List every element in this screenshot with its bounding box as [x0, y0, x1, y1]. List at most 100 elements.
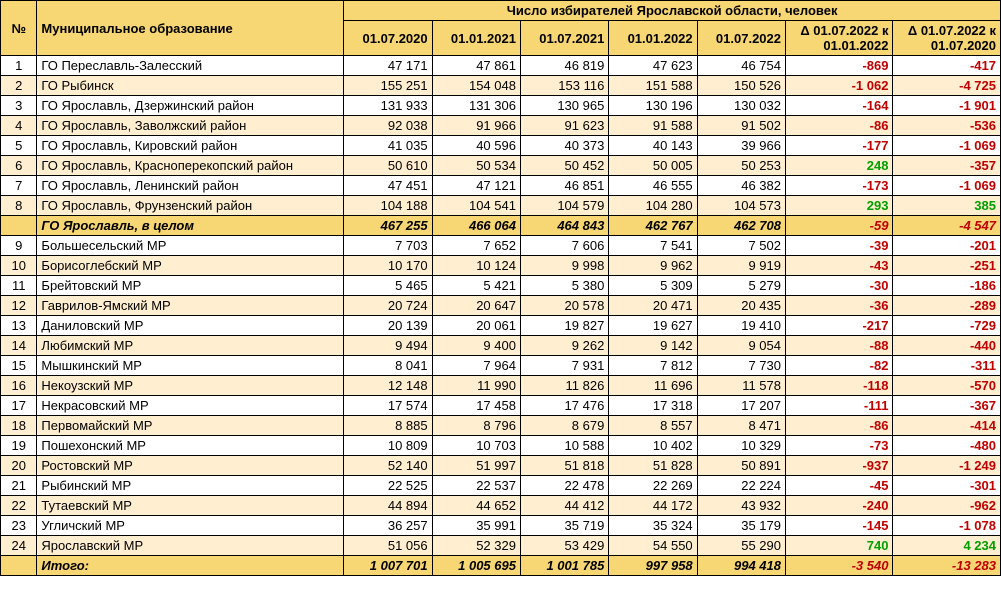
row-value: 47 171	[344, 56, 432, 76]
row-value: 51 056	[344, 536, 432, 556]
row-delta: -59	[786, 216, 893, 236]
row-delta: -240	[786, 496, 893, 516]
header-date-2: 01.07.2021	[520, 21, 608, 56]
row-name: Некрасовский МР	[37, 396, 344, 416]
row-delta: -1 249	[893, 456, 1001, 476]
row-value: 8 796	[432, 416, 520, 436]
row-value: 20 647	[432, 296, 520, 316]
row-value: 46 555	[609, 176, 697, 196]
row-value: 47 623	[609, 56, 697, 76]
row-delta: -937	[786, 456, 893, 476]
row-value: 7 730	[697, 356, 785, 376]
row-value: 7 652	[432, 236, 520, 256]
row-value: 35 991	[432, 516, 520, 536]
row-value: 9 998	[520, 256, 608, 276]
row-delta: -36	[786, 296, 893, 316]
row-num: 6	[1, 156, 37, 176]
row-delta: -13 283	[893, 556, 1001, 576]
row-value: 47 121	[432, 176, 520, 196]
row-name: Брейтовский МР	[37, 276, 344, 296]
row-value: 50 452	[520, 156, 608, 176]
row-value: 10 809	[344, 436, 432, 456]
row-value: 9 054	[697, 336, 785, 356]
row-num: 11	[1, 276, 37, 296]
row-delta: -177	[786, 136, 893, 156]
row-delta: -869	[786, 56, 893, 76]
row-num: 2	[1, 76, 37, 96]
row-name: Итого:	[37, 556, 344, 576]
row-value: 22 537	[432, 476, 520, 496]
row-value: 9 494	[344, 336, 432, 356]
row-num: 18	[1, 416, 37, 436]
row-num: 3	[1, 96, 37, 116]
row-value: 11 826	[520, 376, 608, 396]
row-value: 10 170	[344, 256, 432, 276]
row-value: 55 290	[697, 536, 785, 556]
table-row: 10Борисоглебский МР10 17010 1249 9989 96…	[1, 256, 1001, 276]
row-num: 16	[1, 376, 37, 396]
row-value: 50 005	[609, 156, 697, 176]
row-value: 17 574	[344, 396, 432, 416]
header-date-0: 01.07.2020	[344, 21, 432, 56]
row-value: 22 269	[609, 476, 697, 496]
row-name: Большесельский МР	[37, 236, 344, 256]
row-value: 20 578	[520, 296, 608, 316]
header-delta2: Δ 01.07.2022 к 01.07.2020	[893, 21, 1001, 56]
row-delta: -111	[786, 396, 893, 416]
row-num: 21	[1, 476, 37, 496]
table-row: 5ГО Ярославль, Кировский район41 03540 5…	[1, 136, 1001, 156]
row-value: 44 412	[520, 496, 608, 516]
row-delta: -201	[893, 236, 1001, 256]
row-value: 92 038	[344, 116, 432, 136]
row-value: 22 525	[344, 476, 432, 496]
header-name: Муниципальное образование	[37, 1, 344, 56]
table-row: 9Большесельский МР7 7037 6527 6067 5417 …	[1, 236, 1001, 256]
row-value: 5 309	[609, 276, 697, 296]
row-value: 9 919	[697, 256, 785, 276]
row-value: 997 958	[609, 556, 697, 576]
row-value: 43 932	[697, 496, 785, 516]
row-delta: -73	[786, 436, 893, 456]
row-delta: -251	[893, 256, 1001, 276]
row-value: 994 418	[697, 556, 785, 576]
row-delta: -45	[786, 476, 893, 496]
row-value: 104 280	[609, 196, 697, 216]
row-delta: -729	[893, 316, 1001, 336]
header-delta1: Δ 01.07.2022 к 01.01.2022	[786, 21, 893, 56]
header-date-3: 01.01.2022	[609, 21, 697, 56]
table-row: 3ГО Ярославль, Дзержинский район131 9331…	[1, 96, 1001, 116]
row-value: 91 588	[609, 116, 697, 136]
row-delta: 4 234	[893, 536, 1001, 556]
row-value: 51 818	[520, 456, 608, 476]
row-delta: 740	[786, 536, 893, 556]
row-value: 20 435	[697, 296, 785, 316]
row-delta: 293	[786, 196, 893, 216]
row-delta: -1 069	[893, 136, 1001, 156]
row-value: 10 402	[609, 436, 697, 456]
row-value: 50 534	[432, 156, 520, 176]
row-name: Некоузский МР	[37, 376, 344, 396]
row-value: 17 207	[697, 396, 785, 416]
table-row: 22Тутаевский МР44 89444 65244 41244 1724…	[1, 496, 1001, 516]
row-name: ГО Ярославль, Фрунзенский район	[37, 196, 344, 216]
row-name: ГО Ярославль, Кировский район	[37, 136, 344, 156]
row-value: 17 476	[520, 396, 608, 416]
row-value: 46 754	[697, 56, 785, 76]
row-name: Борисоглебский МР	[37, 256, 344, 276]
row-value: 8 557	[609, 416, 697, 436]
row-value: 41 035	[344, 136, 432, 156]
row-value: 44 652	[432, 496, 520, 516]
row-delta: -217	[786, 316, 893, 336]
row-name: Любимский МР	[37, 336, 344, 356]
row-delta: -1 901	[893, 96, 1001, 116]
row-name: Мышкинский МР	[37, 356, 344, 376]
table-row: 14Любимский МР9 4949 4009 2629 1429 054-…	[1, 336, 1001, 356]
row-num: 13	[1, 316, 37, 336]
row-value: 91 623	[520, 116, 608, 136]
row-num: 8	[1, 196, 37, 216]
row-value: 19 410	[697, 316, 785, 336]
row-value: 54 550	[609, 536, 697, 556]
row-delta: -1 062	[786, 76, 893, 96]
table-row: 8ГО Ярославль, Фрунзенский район104 1881…	[1, 196, 1001, 216]
header-group: Число избирателей Ярославской области, ч…	[344, 1, 1001, 21]
